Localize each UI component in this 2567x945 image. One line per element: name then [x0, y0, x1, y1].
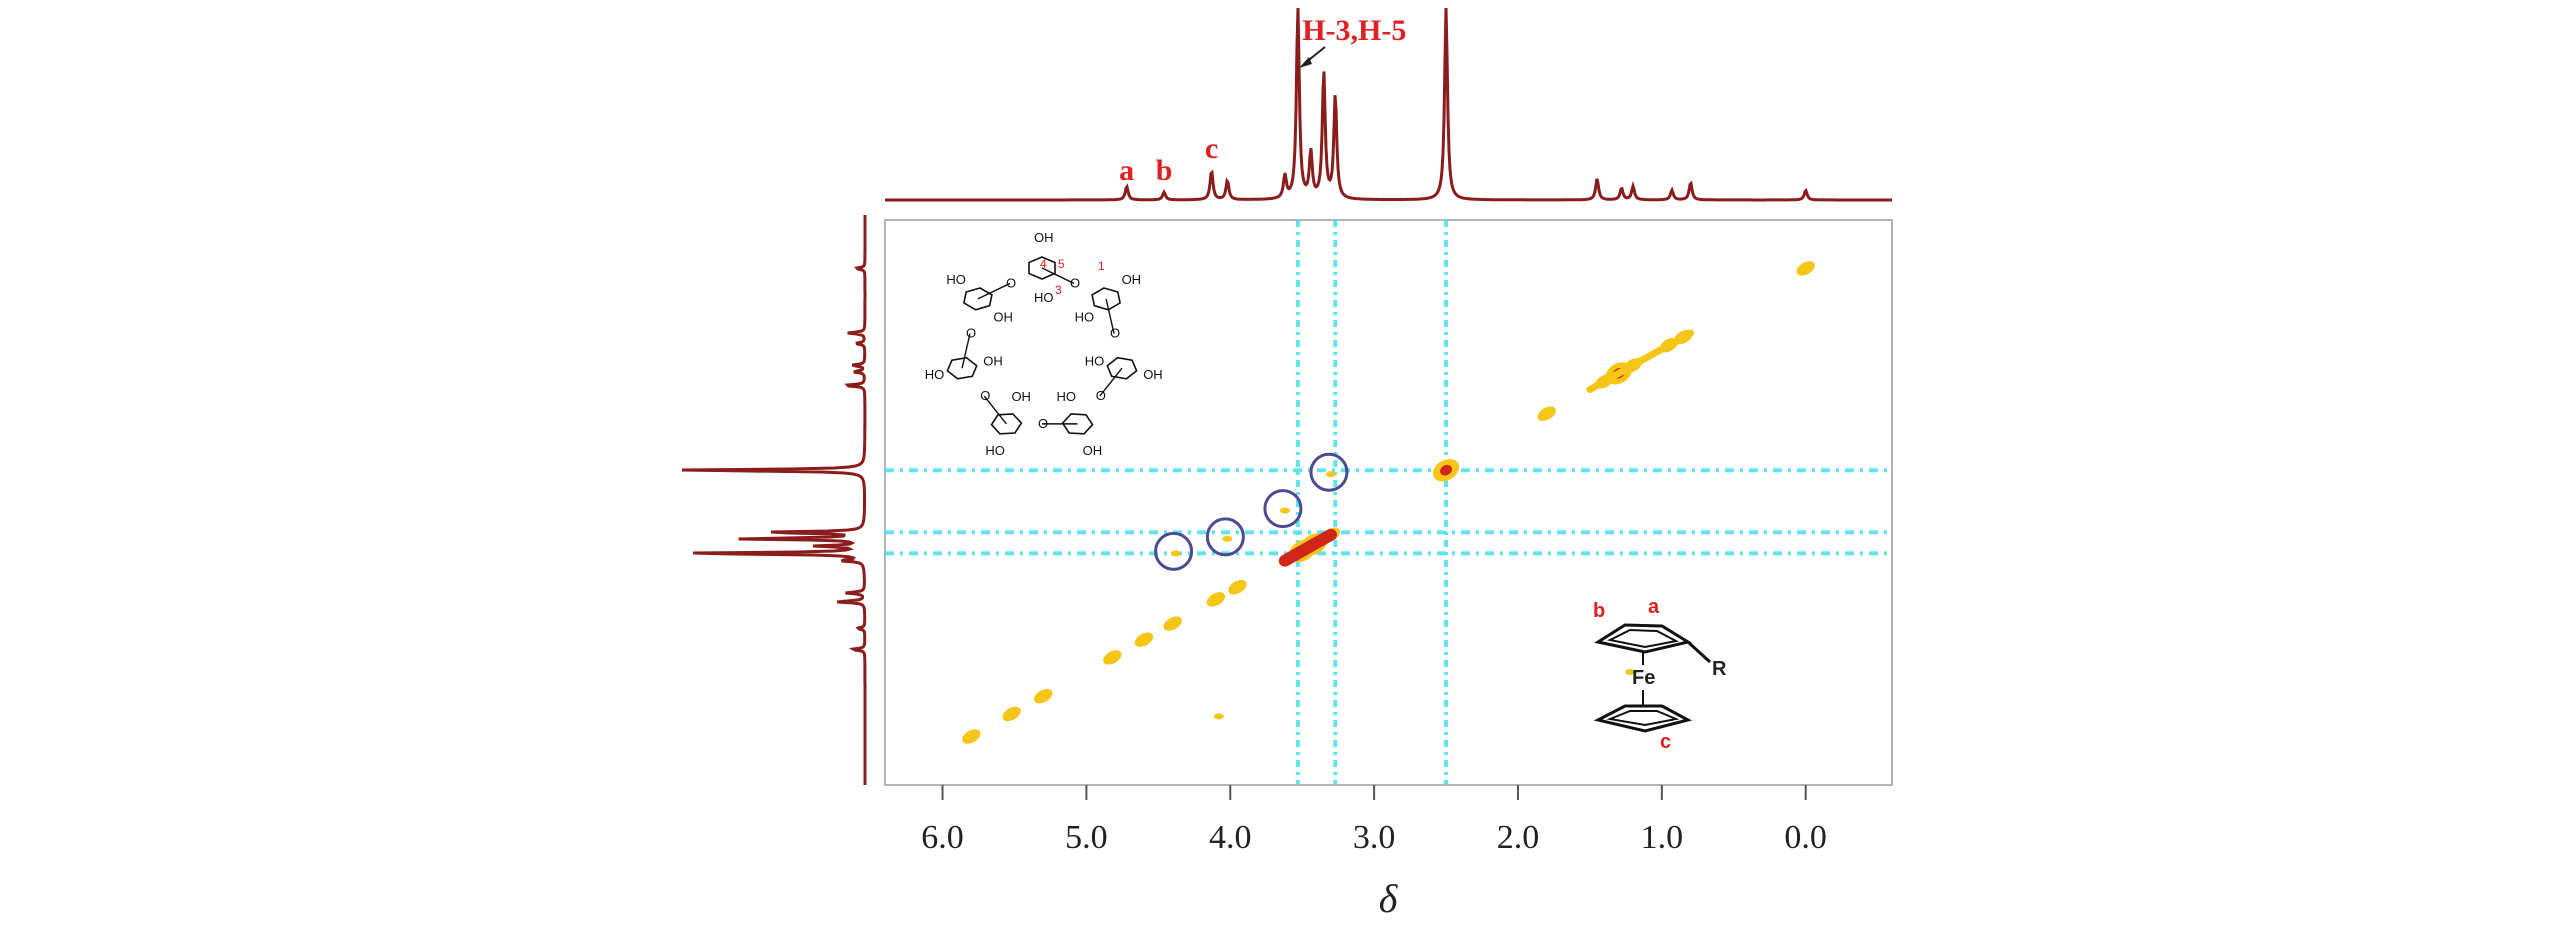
glycosidic-bond-5 [983, 395, 1007, 425]
plot-frame [884, 219, 1893, 786]
cross-peaks [1170, 471, 1636, 720]
top-spectrum-trace [885, 7, 1892, 202]
hydroxyl-inner-1: HO [1034, 290, 1054, 305]
diagonal-peak-2 [1002, 706, 1021, 722]
glucose-ring-4 [1061, 413, 1094, 435]
hydroxyl-outer-3: OH [1143, 367, 1163, 382]
peak-label-4: H-3,H-5 [1302, 14, 1406, 47]
diagonal-peak-6 [1163, 616, 1182, 631]
cross-peak-4 [1325, 471, 1336, 478]
hydroxyl-inner-6: OH [983, 354, 1003, 369]
h3-h5-arrowhead [1299, 57, 1312, 68]
cross-peak-2 [1222, 535, 1233, 542]
diagonal-ridge-h3-h5 [1278, 528, 1337, 567]
fc-r-bond [1686, 640, 1712, 664]
glucose-ring-2 [1091, 287, 1122, 311]
glycosidic-bond-3 [1099, 367, 1123, 397]
cross-peak-5 [1213, 713, 1224, 720]
fc-label-a: a [1648, 596, 1660, 618]
glycosidic-bond-6 [961, 333, 971, 369]
x-axis-title: δ [1379, 876, 1399, 921]
glucose-ring-7 [962, 287, 993, 311]
x-tick-label-5: 2.0 [1497, 819, 1540, 856]
glycosidic-oxygen-6: O [966, 326, 976, 341]
hydroxyl-outer-6: HO [925, 367, 945, 382]
glycosidic-oxygen-7: O [1006, 275, 1016, 290]
glycosidic-bond-7 [977, 282, 1011, 300]
hydroxyl-inner-4: HO [1057, 389, 1077, 404]
diagonal-peak-core-13 [1440, 464, 1453, 476]
cd-position-1: 1 [1098, 259, 1105, 273]
diagonal-peak-3 [1034, 689, 1053, 704]
glycosidic-oxygen-5: O [980, 388, 990, 403]
ferrocene-structure: R Fe b a c [1593, 596, 1727, 753]
glycosidic-oxygen-3: O [1096, 388, 1106, 403]
hydroxyl-outer-4: OH [1083, 443, 1103, 458]
peak-label-3: c [1205, 132, 1218, 165]
hydroxyl-inner-2: HO [1075, 310, 1095, 325]
hydroxyl-outer-5: HO [985, 443, 1005, 458]
diagonal-peak-7 [1206, 592, 1226, 607]
glucose-ring-3 [1106, 356, 1138, 380]
highlight-circle-2 [1205, 517, 1245, 557]
cross-peak-6 [1625, 669, 1636, 675]
x-tick-label-4: 3.0 [1353, 819, 1396, 856]
glucose-ring-5 [990, 413, 1023, 435]
diagonal-peaks [962, 261, 1815, 744]
fc-label-b: b [1593, 600, 1605, 622]
cross-peak-1 [1170, 550, 1181, 557]
fc-top-ring [1594, 623, 1692, 654]
top-1d-spectrum: a bc H-3,H-5 [885, 7, 1892, 202]
left-spectrum-trace [681, 215, 867, 785]
cd-position-3: 3 [1055, 283, 1062, 297]
fc-label-c: c [1660, 731, 1671, 753]
diagonal-ridge-aliphatic [1586, 329, 1695, 393]
x-tick-label-7: 0.0 [1784, 819, 1827, 856]
x-tick-label-1: 6.0 [921, 819, 964, 856]
x-axis: 6.0 5.0 4.0 3.0 2.0 1.0 0.0 δ [885, 784, 1892, 921]
glycosidic-oxygen-1: O [1070, 275, 1080, 290]
highlight-circles [1154, 452, 1349, 571]
highlight-circle-4 [1309, 452, 1349, 492]
hydroxyl-outer-7: HO [946, 272, 966, 287]
peak-label-1: a [1119, 154, 1134, 187]
glycosidic-oxygen-2: O [1110, 326, 1120, 341]
diagonal-peak-14 [1537, 406, 1556, 421]
fc-bottom-ring [1593, 704, 1693, 733]
glucose-ring-6 [946, 356, 978, 380]
left-1d-spectrum [681, 215, 867, 785]
cd-position-5: 5 [1058, 257, 1065, 271]
x-tick-label-3: 4.0 [1209, 819, 1252, 856]
hydroxyl-inner-3: HO [1085, 354, 1105, 369]
glucose-ring-1 [1028, 256, 1056, 280]
cross-peak-3 [1279, 507, 1290, 514]
fc-r-label: R [1712, 658, 1727, 680]
diagonal-peak-1 [962, 729, 981, 744]
diagonal-peak-8 [1228, 580, 1247, 595]
hydroxyl-outer-2: OH [1122, 272, 1142, 287]
x-tick-label-6: 1.0 [1641, 819, 1684, 856]
hydroxyl-inner-7: OH [993, 310, 1013, 325]
peak-label-2: b [1156, 154, 1173, 187]
t1-noise-layer [885, 220, 1892, 785]
fc-bottom-ring-inner [1606, 710, 1680, 727]
hydroxyl-inner-5: OH [1011, 389, 1030, 404]
diagonal-peak-20 [1796, 261, 1815, 276]
diagonal-peak-5 [1134, 632, 1154, 647]
highlight-circle-3 [1263, 489, 1303, 529]
highlight-circle-1 [1154, 531, 1194, 571]
fc-top-ring-inner [1606, 628, 1679, 649]
hydroxyl-outer-1: OH [1034, 230, 1054, 245]
x-tick-label-2: 5.0 [1065, 819, 1108, 856]
noesy-2d-plot [884, 219, 1893, 786]
glycosidic-bond-2 [1105, 298, 1115, 334]
glycosidic-bond-1 [1041, 267, 1075, 285]
fc-fe-label: Fe [1632, 667, 1655, 689]
glycosidic-oxygen-4: O [1038, 416, 1048, 431]
diagonal-peak-4 [1103, 650, 1122, 665]
cd-position-4: 4 [1040, 257, 1047, 271]
